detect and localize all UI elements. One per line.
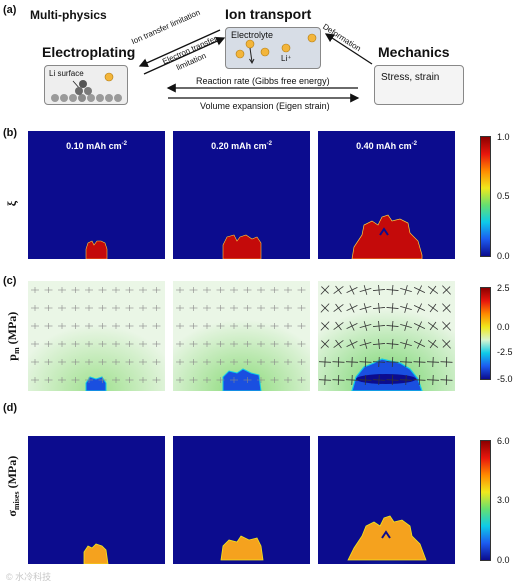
colorbar-pressure [480,287,491,380]
stress-glyph [349,321,355,331]
phase-field-0p20: 0.20 mAh cm-2 [173,131,310,259]
stress-glyph [442,322,451,330]
electrolyte-box: Electrolyte Li⁺ [225,27,321,69]
lithium-atoms-icon [51,72,122,102]
pressure-field-0p10 [28,281,165,391]
mechanics-title: Mechanics [378,44,450,60]
stress-glyph [416,321,423,331]
stress-glyph [321,340,329,348]
electrolyte-label: Electrolyte [231,30,274,40]
panel-c-label: (c) [3,275,17,287]
stress-glyph [335,285,342,295]
colorbar-mises-tick: 3.0 [497,495,510,505]
colorbar-mises-tick: 6.0 [497,436,510,446]
colorbar-mises [480,440,491,561]
electroplating-title: Electroplating [42,44,136,60]
stress-glyph [363,339,368,349]
colorbar-xi-tick: 1.0 [497,132,510,142]
mises-field-0p20 [173,436,310,564]
stress-glyph [442,340,451,348]
colorbar-xi-tick: 0.5 [497,191,510,201]
mises-field-0p10 [28,436,165,564]
stress-glyph [321,304,329,312]
ion-transport-title: Ion transport [225,6,312,22]
pressure-field-0p40 [318,281,455,391]
stress-glyph [335,321,342,331]
panel-a-label: (a) [3,4,17,16]
stress-glyph [391,302,394,314]
stress-glyph [391,284,394,296]
stress-glyph [378,338,380,350]
stress-glyph [429,339,437,349]
stress-glyph [404,321,408,331]
electrolyte-ions-icon [235,33,317,65]
stress-glyph [416,285,423,295]
panel-d-label: (d) [3,402,18,414]
phase-field-0p40: 0.40 mAh cm-2 [318,131,455,259]
stress-glyph [391,338,394,350]
row-c-ylabel: pm (MPa) [4,311,22,361]
stress-glyph [404,303,408,313]
stress-glyph [429,321,437,331]
capacity-label-0p40: 0.40 mAh cm-2 [356,141,417,151]
panel-b-label: (b) [3,127,18,139]
stress-glyph-grid [318,284,453,386]
colorbar-pressure-tick: 2.5 [497,283,510,293]
stress-glyph [416,339,423,349]
stress-glyph [349,303,355,313]
stress-glyph [349,285,355,295]
stress-glyph [335,339,342,349]
stress-strain-label: Stress, strain [381,72,440,83]
capacity-label-0p10: 0.10 mAh cm-2 [66,141,127,151]
stress-glyph [349,339,355,349]
stress-glyph [404,339,408,349]
stress-glyph [416,303,423,313]
stress-glyph [429,303,437,313]
volume-expansion-label: Volume expansion (Eigen strain) [200,101,330,111]
colorbar-pressure-tick: -5.0 [497,374,513,384]
stress-glyph [335,303,342,313]
colorbar-xi-tick: 0.0 [497,251,510,261]
mechanics-box: Stress, strain [374,65,464,105]
colorbar-xi [480,136,491,257]
reaction-rate-label: Reaction rate (Gibbs free energy) [196,76,330,86]
stress-glyph [363,303,368,313]
stress-glyph-grid [176,287,306,383]
stress-glyph [429,285,437,295]
colorbar-mises-tick: 0.0 [497,555,510,565]
stress-glyph [404,285,408,295]
watermark: © 水冷科技 [6,572,52,582]
stress-glyph [363,285,368,295]
row-d-ylabel: σmises (MPa) [4,455,22,517]
stress-glyph [391,320,394,332]
stress-glyph [363,321,368,331]
stress-glyph [378,284,380,296]
stress-glyph [378,302,380,314]
colorbar-pressure-tick: -2.5 [497,347,513,357]
li-ion-label: Li⁺ [281,54,292,63]
mises-field-0p40 [318,436,455,564]
stress-glyph [321,286,329,294]
stress-glyph [321,322,329,330]
li-surface-label: Li surface [49,69,84,78]
stress-glyph-grid [31,287,161,383]
stress-glyph [442,304,451,312]
phase-field-0p10: 0.10 mAh cm-2 [28,131,165,259]
schematic-arrows [138,29,373,103]
pressure-field-0p20 [173,281,310,391]
capacity-label-0p20: 0.20 mAh cm-2 [211,141,272,151]
stress-glyph [378,320,380,332]
row-b-ylabel: ξ [4,200,19,207]
stress-glyph [442,286,451,294]
colorbar-pressure-tick: 0.0 [497,322,510,332]
multiphysics-title: Multi-physics [30,8,107,22]
li-surface-box: Li surface [44,65,128,105]
